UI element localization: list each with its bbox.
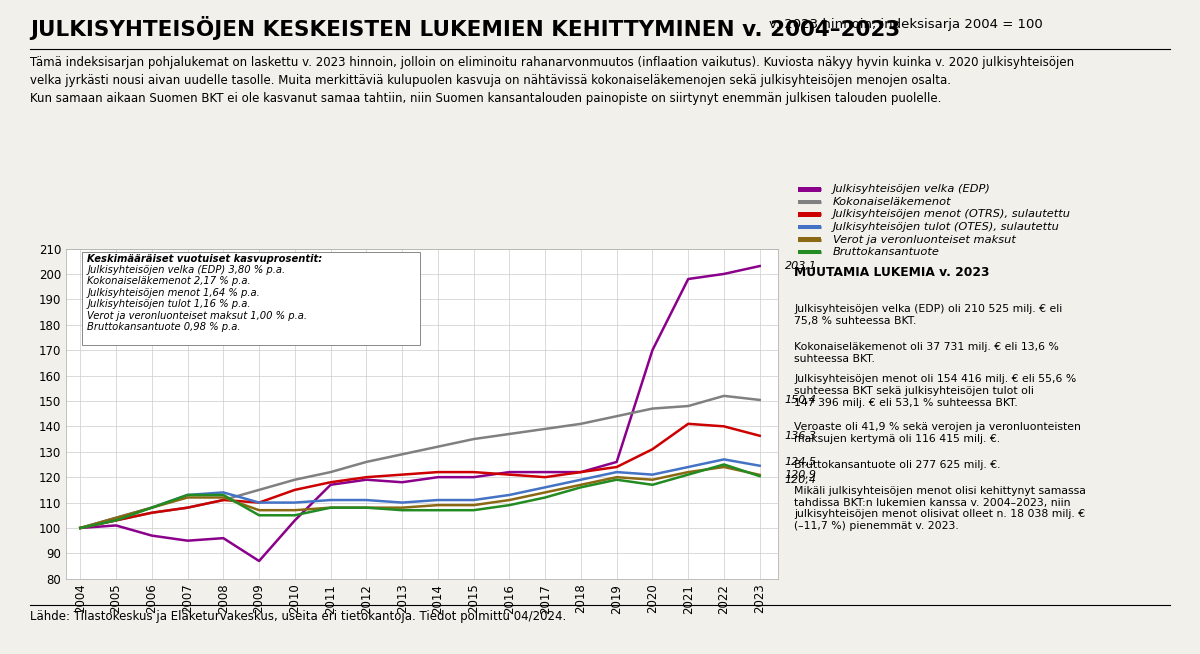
Text: 120,4: 120,4 [785,475,817,485]
Text: Keskimääräiset vuotuiset kasvuprosentit:: Keskimääräiset vuotuiset kasvuprosentit: [88,254,323,264]
Text: Lähde: Tilastokeskus ja Eläketurvakeskus, useita eri tietokantoja. Tiedot poimit: Lähde: Tilastokeskus ja Eläketurvakeskus… [30,610,566,623]
Text: Bruttokansantuote 0,98 % p.a.: Bruttokansantuote 0,98 % p.a. [88,322,241,332]
Text: Bruttokansantuote oli 277 625 milj. €.: Bruttokansantuote oli 277 625 milj. €. [794,460,1001,470]
Text: 203,1: 203,1 [785,261,817,271]
Text: Verot ja veronluonteiset maksut: Verot ja veronluonteiset maksut [833,235,1015,245]
Text: Tämä indeksisarjan pohjalukemat on laskettu v. 2023 hinnoin, jolloin on eliminoi: Tämä indeksisarjan pohjalukemat on laske… [30,56,1074,105]
Bar [798,212,821,216]
Text: Bruttokansantuote: Bruttokansantuote [833,247,940,257]
Bar [798,187,821,192]
Text: Julkisyhteisöjen velka (EDP): Julkisyhteisöjen velka (EDP) [833,184,991,194]
Text: Julkisyhteisöjen menot oli 154 416 milj. € eli 55,6 %
suhteessa BKT sekä julkisy: Julkisyhteisöjen menot oli 154 416 milj.… [794,374,1076,407]
Text: Julkisyhteisöjen tulot 1,16 % p.a.: Julkisyhteisöjen tulot 1,16 % p.a. [88,300,251,309]
Bar [798,237,821,242]
Text: 120,9: 120,9 [785,470,817,480]
Bar [798,225,821,230]
Text: v. 2023 hinnoin, indeksisarja 2004 = 100: v. 2023 hinnoin, indeksisarja 2004 = 100 [769,18,1043,31]
Text: Kokonaiseläkemenot: Kokonaiseläkemenot [833,197,952,207]
Text: Julkisyhteisöjen velka (EDP) oli 210 525 milj. € eli
75,8 % suhteessa BKT.: Julkisyhteisöjen velka (EDP) oli 210 525… [794,304,1063,326]
Text: Julkisyhteisöjen menot (OTRS), sulautettu: Julkisyhteisöjen menot (OTRS), sulautett… [833,209,1070,220]
Text: Veroaste oli 41,9 % sekä verojen ja veronluonteisten
maksujen kertymä oli 116 41: Veroaste oli 41,9 % sekä verojen ja vero… [794,422,1081,444]
Text: MUUTAMIA LUKEMIA v. 2023: MUUTAMIA LUKEMIA v. 2023 [794,266,990,279]
Text: Verot ja veronluonteiset maksut 1,00 % p.a.: Verot ja veronluonteiset maksut 1,00 % p… [88,311,307,320]
Text: Julkisyhteisöjen tulot (OTES), sulautettu: Julkisyhteisöjen tulot (OTES), sulautett… [833,222,1060,232]
Text: Julkisyhteisöjen velka (EDP) 3,80 % p.a.: Julkisyhteisöjen velka (EDP) 3,80 % p.a. [88,265,286,275]
Text: Kokonaiseläkemenot oli 37 731 milj. € eli 13,6 %
suhteessa BKT.: Kokonaiseläkemenot oli 37 731 milj. € el… [794,343,1060,364]
Bar [798,199,821,204]
Text: Julkisyhteisöjen menot 1,64 % p.a.: Julkisyhteisöjen menot 1,64 % p.a. [88,288,260,298]
Text: Kokonaiseläkemenot 2,17 % p.a.: Kokonaiseläkemenot 2,17 % p.a. [88,277,251,286]
Text: 136,3: 136,3 [785,431,817,441]
FancyBboxPatch shape [82,252,420,345]
Text: 124,5: 124,5 [785,457,817,467]
Text: 150,4: 150,4 [785,395,817,405]
Bar [798,250,821,254]
Text: JULKISYHTEISÖJEN KESKEISTEN LUKEMIEN KEHITTYMINEN v. 2004–2023: JULKISYHTEISÖJEN KESKEISTEN LUKEMIEN KEH… [30,16,900,41]
Text: Mikäli julkisyhteisöjen menot olisi kehittynyt samassa
tahdissa BKT:n lukemien k: Mikäli julkisyhteisöjen menot olisi kehi… [794,486,1086,531]
